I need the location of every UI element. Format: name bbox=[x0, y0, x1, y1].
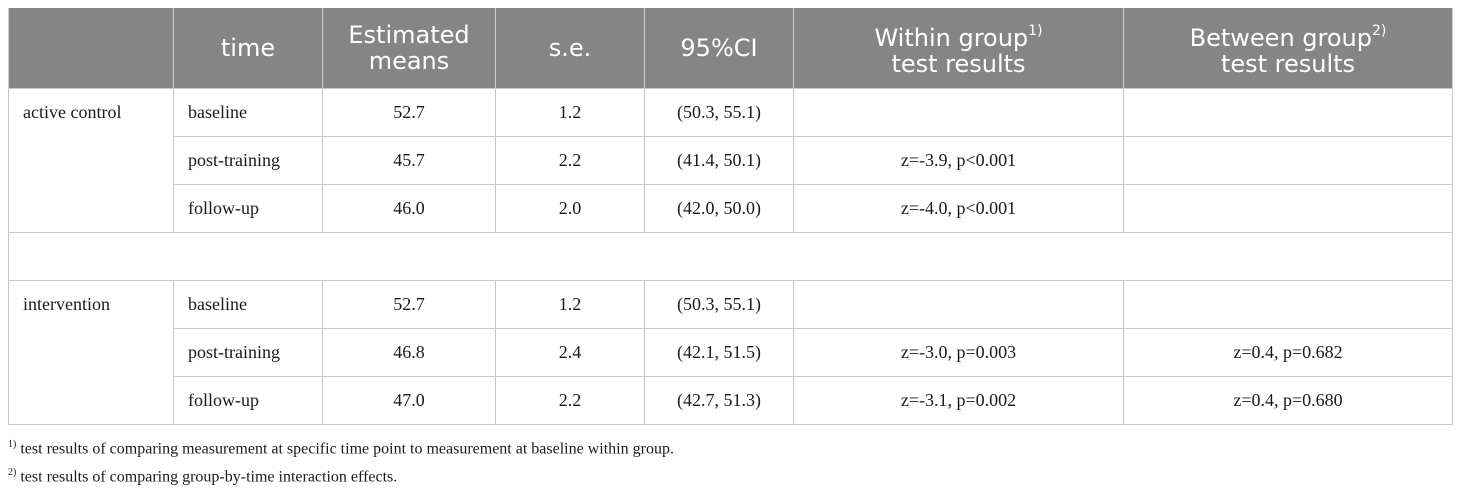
footnote-2-mark: 2) bbox=[8, 467, 17, 479]
header-between-sup: 2) bbox=[1371, 22, 1387, 39]
cell-between bbox=[1123, 88, 1453, 137]
header-se: s.e. bbox=[495, 8, 645, 89]
cell-within: z=-3.1, p=0.002 bbox=[793, 376, 1124, 425]
footnotes: 1) test results of comparing measurement… bbox=[8, 433, 1452, 490]
footnote-2-text: test results of comparing group-by-time … bbox=[16, 468, 398, 486]
spacer-cell bbox=[8, 232, 1453, 281]
cell-mean: 45.7 bbox=[322, 136, 496, 185]
cell-within: z=-3.9, p<0.001 bbox=[793, 136, 1124, 185]
footnote-1-text: test results of comparing measurement at… bbox=[16, 440, 674, 458]
cell-time: baseline bbox=[173, 280, 323, 329]
cell-se: 1.2 bbox=[495, 88, 645, 137]
cell-se: 2.2 bbox=[495, 136, 645, 185]
results-table: time Estimated means s.e. 95%CI Within gr… bbox=[8, 8, 1453, 425]
header-means-line2: means bbox=[368, 47, 450, 75]
cell-time: post-training bbox=[173, 136, 323, 185]
cell-between bbox=[1123, 136, 1453, 185]
header-within-group: Within group1) test results bbox=[793, 8, 1124, 89]
cell-mean: 47.0 bbox=[322, 376, 496, 425]
header-between-line1: Between group bbox=[1189, 23, 1372, 52]
cell-within bbox=[793, 88, 1124, 137]
header-between-line2: test results bbox=[1220, 49, 1356, 78]
cell-ci: (42.7, 51.3) bbox=[644, 376, 794, 425]
cell-ci: (42.1, 51.5) bbox=[644, 328, 794, 377]
cell-se: 2.0 bbox=[495, 184, 645, 233]
footnote-1-mark: 1) bbox=[8, 439, 17, 450]
cell-time: follow-up bbox=[173, 376, 323, 425]
group-label-intervention: intervention bbox=[8, 280, 174, 425]
group-label-active-control: active control bbox=[8, 88, 174, 233]
header-within-sup: 1) bbox=[1028, 22, 1043, 39]
cell-se: 2.2 bbox=[495, 376, 645, 425]
results-table-container: time Estimated means s.e. 95%CI Within gr… bbox=[8, 8, 1453, 490]
footnote-2: 2) test results of comparing group-by-ti… bbox=[8, 461, 1452, 489]
cell-between: z=0.4, p=0.680 bbox=[1123, 376, 1453, 425]
header-between-group: Between group2) test results bbox=[1123, 8, 1453, 89]
cell-time: baseline bbox=[173, 88, 323, 137]
table-row: intervention baseline 52.7 1.2 (50.3, 55… bbox=[8, 280, 1453, 425]
cell-within bbox=[793, 280, 1124, 329]
table-row: follow-up 47.0 2.2 (42.7, 51.3) z=-3.1, … bbox=[9, 376, 1453, 425]
table-row: follow-up 46.0 2.0 (42.0, 50.0) z=-4.0, … bbox=[9, 184, 1453, 233]
header-ci: 95%CI bbox=[644, 8, 794, 89]
cell-between bbox=[1123, 280, 1453, 329]
cell-time: follow-up bbox=[173, 184, 323, 233]
footnote-1: 1) test results of comparing measurement… bbox=[8, 433, 1452, 461]
table-row: active control baseline 52.7 1.2 (50.3, … bbox=[8, 88, 1453, 233]
cell-mean: 52.7 bbox=[322, 280, 496, 329]
cell-time: post-training bbox=[173, 328, 323, 377]
header-time: time bbox=[173, 8, 323, 89]
header-within-line2: test results bbox=[891, 49, 1026, 78]
table-row: post-training 46.8 2.4 (42.1, 51.5) z=-3… bbox=[9, 328, 1453, 377]
cell-between: z=0.4, p=0.682 bbox=[1123, 328, 1453, 377]
header-group bbox=[8, 8, 174, 89]
header-row: time Estimated means s.e. 95%CI Within gr… bbox=[8, 8, 1453, 89]
cell-mean: 52.7 bbox=[322, 88, 496, 137]
cell-mean: 46.8 bbox=[322, 328, 496, 377]
cell-ci: (42.0, 50.0) bbox=[644, 184, 794, 233]
cell-ci: (41.4, 50.1) bbox=[644, 136, 794, 185]
cell-ci: (50.3, 55.1) bbox=[644, 280, 794, 329]
cell-se: 2.4 bbox=[495, 328, 645, 377]
cell-between bbox=[1123, 184, 1453, 233]
table-row: post-training 45.7 2.2 (41.4, 50.1) z=-3… bbox=[9, 136, 1453, 185]
spacer-row bbox=[8, 232, 1453, 281]
header-within-line1: Within group bbox=[874, 23, 1029, 52]
cell-ci: (50.3, 55.1) bbox=[644, 88, 794, 137]
header-estimated-means: Estimated means bbox=[322, 8, 496, 89]
cell-within: z=-4.0, p<0.001 bbox=[793, 184, 1124, 233]
cell-within: z=-3.0, p=0.003 bbox=[793, 328, 1124, 377]
cell-se: 1.2 bbox=[495, 280, 645, 329]
cell-mean: 46.0 bbox=[322, 184, 496, 233]
header-means-line1: Estimated bbox=[348, 21, 470, 49]
